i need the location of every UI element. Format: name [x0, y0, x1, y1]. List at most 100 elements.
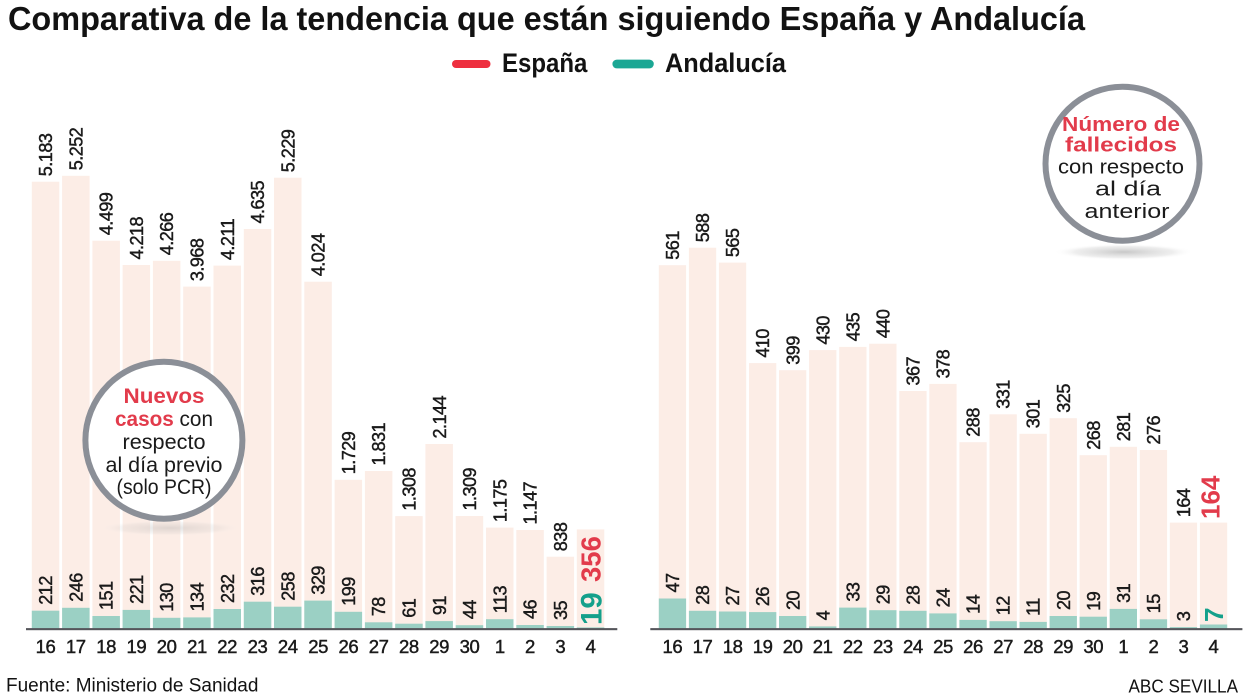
svg-text:410: 410 — [753, 329, 773, 358]
svg-text:281: 281 — [1114, 412, 1134, 441]
svg-text:276: 276 — [1144, 415, 1164, 444]
svg-text:16: 16 — [663, 636, 683, 657]
svg-text:22: 22 — [217, 636, 237, 657]
svg-text:Fuente: Ministerio de Sanidad: Fuente: Ministerio de Sanidad — [6, 676, 258, 697]
svg-text:23: 23 — [873, 636, 893, 657]
svg-text:anterior: anterior — [1085, 200, 1170, 223]
svg-text:2.144: 2.144 — [430, 395, 450, 438]
svg-text:5.229: 5.229 — [278, 129, 298, 172]
svg-text:4.024: 4.024 — [309, 233, 329, 276]
svg-text:47: 47 — [663, 573, 683, 593]
svg-text:1.309: 1.309 — [460, 467, 480, 510]
svg-text:113: 113 — [490, 586, 510, 614]
svg-text:16: 16 — [36, 636, 56, 657]
svg-text:22: 22 — [843, 636, 863, 657]
svg-text:26: 26 — [339, 636, 359, 657]
svg-text:fallecidos: fallecidos — [1065, 134, 1177, 157]
svg-text:331: 331 — [994, 380, 1014, 409]
svg-text:29: 29 — [873, 585, 893, 605]
svg-text:12: 12 — [994, 596, 1014, 616]
svg-text:164: 164 — [1196, 475, 1226, 519]
svg-text:28: 28 — [693, 585, 713, 605]
svg-text:28: 28 — [904, 585, 924, 605]
svg-text:61: 61 — [400, 598, 420, 618]
svg-text:838: 838 — [551, 522, 571, 551]
svg-text:30: 30 — [460, 636, 480, 657]
svg-text:3: 3 — [1174, 611, 1194, 621]
svg-text:20: 20 — [157, 636, 177, 657]
svg-text:199: 199 — [339, 577, 359, 606]
svg-text:3: 3 — [555, 636, 565, 657]
svg-text:164: 164 — [1174, 488, 1194, 517]
svg-text:4.211: 4.211 — [218, 218, 238, 260]
svg-text:1: 1 — [1118, 636, 1128, 657]
svg-text:46: 46 — [521, 599, 541, 619]
svg-text:588: 588 — [693, 213, 713, 242]
svg-text:4: 4 — [586, 636, 596, 657]
svg-text:4.635: 4.635 — [248, 180, 268, 223]
svg-text:17: 17 — [693, 636, 713, 657]
svg-text:232: 232 — [218, 574, 238, 603]
svg-text:378: 378 — [934, 349, 954, 378]
svg-text:21: 21 — [813, 636, 833, 657]
svg-text:respecto: respecto — [123, 431, 206, 454]
svg-text:24: 24 — [278, 636, 298, 657]
svg-text:134: 134 — [188, 582, 208, 611]
svg-text:356: 356 — [576, 536, 607, 582]
svg-text:2: 2 — [1148, 636, 1158, 657]
svg-text:33: 33 — [843, 582, 863, 602]
svg-text:24: 24 — [903, 636, 923, 657]
svg-text:19: 19 — [1084, 591, 1104, 611]
svg-text:78: 78 — [369, 597, 389, 617]
svg-text:301: 301 — [1024, 399, 1044, 428]
svg-text:27: 27 — [369, 636, 389, 657]
svg-text:35: 35 — [551, 600, 571, 620]
svg-text:Comparativa de la tendencia qu: Comparativa de la tendencia que están si… — [8, 0, 1086, 37]
svg-text:29: 29 — [1053, 636, 1073, 657]
svg-text:20: 20 — [783, 590, 803, 610]
svg-text:24: 24 — [934, 588, 954, 608]
svg-text:20: 20 — [783, 636, 803, 657]
svg-text:4.218: 4.218 — [127, 216, 147, 259]
svg-text:21: 21 — [187, 636, 207, 657]
svg-text:258: 258 — [278, 572, 298, 601]
svg-text:29: 29 — [429, 636, 449, 657]
svg-text:3: 3 — [1179, 636, 1189, 657]
svg-text:4.266: 4.266 — [157, 212, 177, 255]
svg-text:3.968: 3.968 — [188, 238, 208, 281]
svg-text:25: 25 — [933, 636, 953, 657]
svg-text:27: 27 — [993, 636, 1013, 657]
svg-text:17: 17 — [66, 636, 86, 657]
svg-text:19: 19 — [127, 636, 147, 657]
svg-text:151: 151 — [97, 581, 117, 610]
svg-text:399: 399 — [783, 336, 803, 365]
svg-text:91: 91 — [430, 596, 450, 616]
svg-text:246: 246 — [66, 573, 86, 602]
svg-text:con respecto: con respecto — [1058, 156, 1184, 179]
svg-text:1.175: 1.175 — [490, 479, 510, 522]
svg-text:44: 44 — [460, 600, 480, 620]
svg-text:19: 19 — [753, 636, 773, 657]
svg-text:23: 23 — [248, 636, 268, 657]
svg-text:316: 316 — [248, 567, 268, 596]
svg-text:ABC SEVILLA: ABC SEVILLA — [1129, 676, 1239, 697]
svg-text:1.147: 1.147 — [521, 481, 541, 524]
svg-text:28: 28 — [1023, 636, 1043, 657]
svg-text:11: 11 — [1024, 598, 1044, 616]
svg-text:440: 440 — [873, 309, 893, 338]
svg-text:1.308: 1.308 — [400, 468, 420, 511]
svg-text:18: 18 — [723, 636, 743, 657]
svg-text:18: 18 — [96, 636, 116, 657]
svg-text:325: 325 — [1054, 384, 1074, 413]
svg-text:15: 15 — [1144, 594, 1164, 614]
svg-text:20: 20 — [1054, 590, 1074, 610]
svg-text:27: 27 — [723, 586, 743, 606]
svg-text:5.252: 5.252 — [66, 127, 86, 170]
svg-text:2: 2 — [525, 636, 535, 657]
svg-text:430: 430 — [813, 316, 833, 345]
svg-text:26: 26 — [963, 636, 983, 657]
svg-text:435: 435 — [843, 312, 863, 341]
svg-text:212: 212 — [36, 576, 56, 605]
svg-text:1: 1 — [495, 636, 505, 657]
svg-text:561: 561 — [663, 231, 683, 260]
